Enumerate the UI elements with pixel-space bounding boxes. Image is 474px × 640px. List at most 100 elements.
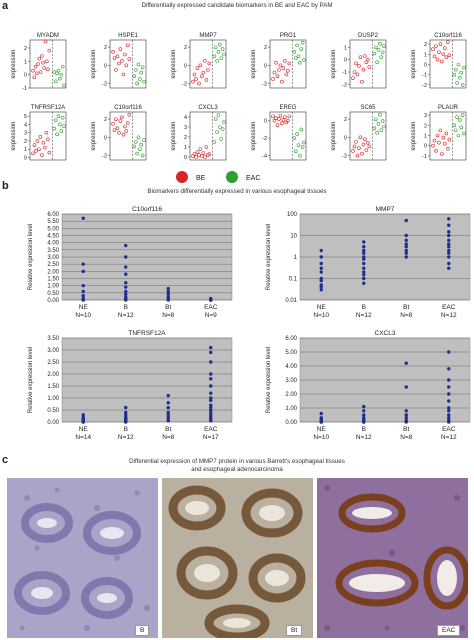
dot-point [319,261,323,266]
dot-point [209,391,213,395]
eac-point [380,119,385,123]
eac-point [58,76,62,81]
mini-y-tick-label: 0 [344,135,347,141]
be-point [198,147,203,151]
dot-point [447,255,451,259]
dot-point [362,270,366,274]
mini-plot-title: HSPE1 [118,33,138,39]
be-point [435,133,440,138]
be-point [115,54,120,59]
dot-point [404,242,408,246]
dot-y-tick-label: 1.00 [47,284,59,290]
dot-x-category-label: B [124,304,128,311]
be-point [274,60,278,65]
dot-point [166,292,170,296]
dot-point [319,270,323,274]
micrograph-bt-label: Bt [286,625,303,636]
dot-point [166,289,170,294]
be-point [440,59,444,64]
eac-point [139,142,144,147]
be-point [124,129,129,133]
eac-point [372,126,377,131]
be-point [444,55,449,60]
mini-y-tick-label: 2 [264,45,267,51]
be-point [354,140,358,144]
dot-x-count-label: N=8 [162,312,174,319]
eac-point [220,127,225,131]
mini-y-axis-label: expression [411,121,417,150]
be-point [192,152,197,156]
be-point [280,79,284,84]
dot-point [81,269,85,274]
be-point [207,152,212,156]
be-point [118,119,123,123]
dot-point [362,266,366,270]
be-point [120,59,124,63]
dot-point [447,223,451,227]
mini-plot-3: MMP7 -2 0 2 expression [171,33,227,89]
eac-point [453,67,458,72]
dot-point [319,278,323,283]
be-point [195,66,200,70]
mini-y-axis-label: expression [251,121,257,150]
mini-y-tick-label: -1 [422,154,427,160]
be-point [123,124,127,129]
dot-point [81,289,85,294]
be-point [192,72,197,77]
be-point [278,63,283,68]
dot-point [209,377,213,381]
dot-point [209,405,213,410]
dot-point [124,255,128,259]
eac-point [372,51,377,56]
eac-point [138,147,142,151]
be-point [281,66,286,70]
dot-y-tick-label: 4.00 [47,241,59,247]
be-point [275,74,280,79]
mini-y-axis-label: expression [331,121,337,150]
eac-point [213,117,218,121]
eac-point [56,114,61,118]
eac-point [55,71,59,76]
dot-x-category-label: EAC [204,304,218,311]
dot-point [447,392,451,396]
eac-point [212,54,217,59]
be-point [355,72,360,77]
eac-point [456,133,461,138]
eac-point [459,70,464,75]
be-point [47,48,52,53]
be-point [447,53,452,58]
be-point [351,149,355,153]
eac-point [295,132,299,136]
be-point [117,61,121,66]
eac-point [302,58,306,62]
be-point [126,121,130,125]
mini-plot-title: SC65 [360,105,376,111]
dot-point [124,413,128,417]
mini-y-tick-label: 2 [424,123,427,129]
eac-point [142,138,146,142]
be-point [280,121,284,126]
mini-plot-title: C10orf116 [434,33,462,39]
dot-point [124,420,128,424]
mini-y-axis-label: expression [91,121,97,150]
dot-x-category-label: B [124,426,128,433]
dot-point [362,420,366,424]
be-point [363,54,367,58]
be-point [443,46,447,50]
mini-y-axis-label: expression [331,49,337,78]
dot-point [124,272,128,276]
be-point [272,118,277,123]
panel-c-title-1: Differential expression of MMP7 protein … [129,458,345,465]
dot-x-count-label: N=12 [118,312,134,319]
eac-point [299,47,304,51]
dot-y-tick-label: 6.00 [285,336,297,342]
be-point [201,151,206,155]
micrograph-b: B [7,478,158,638]
eac-point [62,83,66,88]
mini-y-tick-label: -4 [262,154,267,160]
be-point [440,152,444,156]
eac-point [373,117,378,122]
dot-point [447,251,451,255]
dot-y-tick-label: 0.00 [47,420,59,426]
be-point [281,118,286,122]
